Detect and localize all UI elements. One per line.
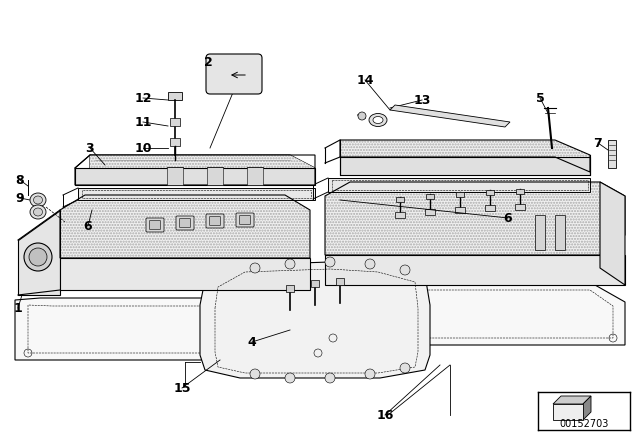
Ellipse shape: [29, 248, 47, 266]
Circle shape: [285, 373, 295, 383]
Polygon shape: [168, 92, 182, 100]
Text: 12: 12: [134, 91, 152, 104]
FancyBboxPatch shape: [176, 216, 194, 230]
Circle shape: [325, 373, 335, 383]
Polygon shape: [78, 188, 315, 200]
Polygon shape: [286, 285, 294, 292]
Polygon shape: [390, 105, 510, 127]
Circle shape: [400, 265, 410, 275]
Polygon shape: [340, 157, 590, 175]
Polygon shape: [395, 212, 405, 218]
Circle shape: [358, 112, 366, 120]
Polygon shape: [325, 255, 625, 285]
Circle shape: [250, 263, 260, 273]
Polygon shape: [336, 278, 344, 285]
Text: 6: 6: [84, 220, 92, 233]
Polygon shape: [60, 195, 310, 258]
Polygon shape: [15, 298, 330, 360]
FancyBboxPatch shape: [206, 214, 224, 228]
Polygon shape: [170, 138, 180, 146]
Text: 2: 2: [204, 56, 212, 69]
Polygon shape: [200, 262, 430, 378]
Text: 7: 7: [594, 137, 602, 150]
Polygon shape: [340, 140, 590, 172]
Text: 16: 16: [376, 409, 394, 422]
Text: 5: 5: [536, 91, 545, 104]
Polygon shape: [553, 396, 591, 404]
Text: 11: 11: [134, 116, 152, 129]
Circle shape: [285, 259, 295, 269]
Polygon shape: [75, 168, 315, 185]
Text: 14: 14: [356, 73, 374, 86]
Polygon shape: [516, 189, 524, 194]
Polygon shape: [515, 204, 525, 210]
Ellipse shape: [33, 208, 42, 216]
Polygon shape: [247, 167, 263, 185]
Polygon shape: [583, 396, 591, 420]
Polygon shape: [60, 258, 310, 290]
FancyBboxPatch shape: [146, 218, 164, 232]
Polygon shape: [608, 140, 616, 168]
Text: 00152703: 00152703: [559, 419, 609, 429]
Polygon shape: [325, 182, 625, 255]
FancyBboxPatch shape: [179, 219, 191, 228]
Text: 1: 1: [13, 302, 22, 314]
Text: 4: 4: [248, 336, 257, 349]
Polygon shape: [553, 404, 583, 420]
Circle shape: [400, 363, 410, 373]
Text: 3: 3: [86, 142, 94, 155]
Polygon shape: [485, 205, 495, 211]
Polygon shape: [320, 285, 625, 345]
Polygon shape: [90, 155, 315, 168]
Circle shape: [325, 257, 335, 267]
Polygon shape: [18, 210, 60, 295]
FancyBboxPatch shape: [209, 216, 221, 225]
Circle shape: [365, 259, 375, 269]
FancyBboxPatch shape: [239, 215, 250, 224]
Text: 10: 10: [134, 142, 152, 155]
Polygon shape: [90, 155, 315, 168]
Polygon shape: [311, 280, 319, 287]
Ellipse shape: [30, 193, 46, 207]
Polygon shape: [425, 209, 435, 215]
Polygon shape: [170, 118, 180, 126]
Polygon shape: [456, 192, 464, 197]
Polygon shape: [328, 178, 590, 192]
Ellipse shape: [369, 113, 387, 126]
Polygon shape: [555, 215, 565, 250]
Text: 15: 15: [173, 382, 191, 395]
Ellipse shape: [33, 196, 42, 204]
Text: 6: 6: [504, 211, 512, 224]
Text: 8: 8: [16, 173, 24, 186]
Text: 9: 9: [16, 191, 24, 204]
Ellipse shape: [373, 116, 383, 124]
Polygon shape: [396, 197, 404, 202]
FancyBboxPatch shape: [150, 220, 161, 229]
Polygon shape: [426, 194, 434, 199]
Circle shape: [250, 369, 260, 379]
Polygon shape: [455, 207, 465, 213]
FancyBboxPatch shape: [236, 213, 254, 227]
Text: 13: 13: [413, 94, 431, 107]
Polygon shape: [535, 215, 545, 250]
Polygon shape: [486, 190, 494, 195]
Polygon shape: [167, 167, 183, 185]
Ellipse shape: [24, 243, 52, 271]
Ellipse shape: [30, 205, 46, 219]
Polygon shape: [207, 167, 223, 185]
Circle shape: [365, 369, 375, 379]
Polygon shape: [600, 182, 625, 285]
FancyBboxPatch shape: [206, 54, 262, 94]
